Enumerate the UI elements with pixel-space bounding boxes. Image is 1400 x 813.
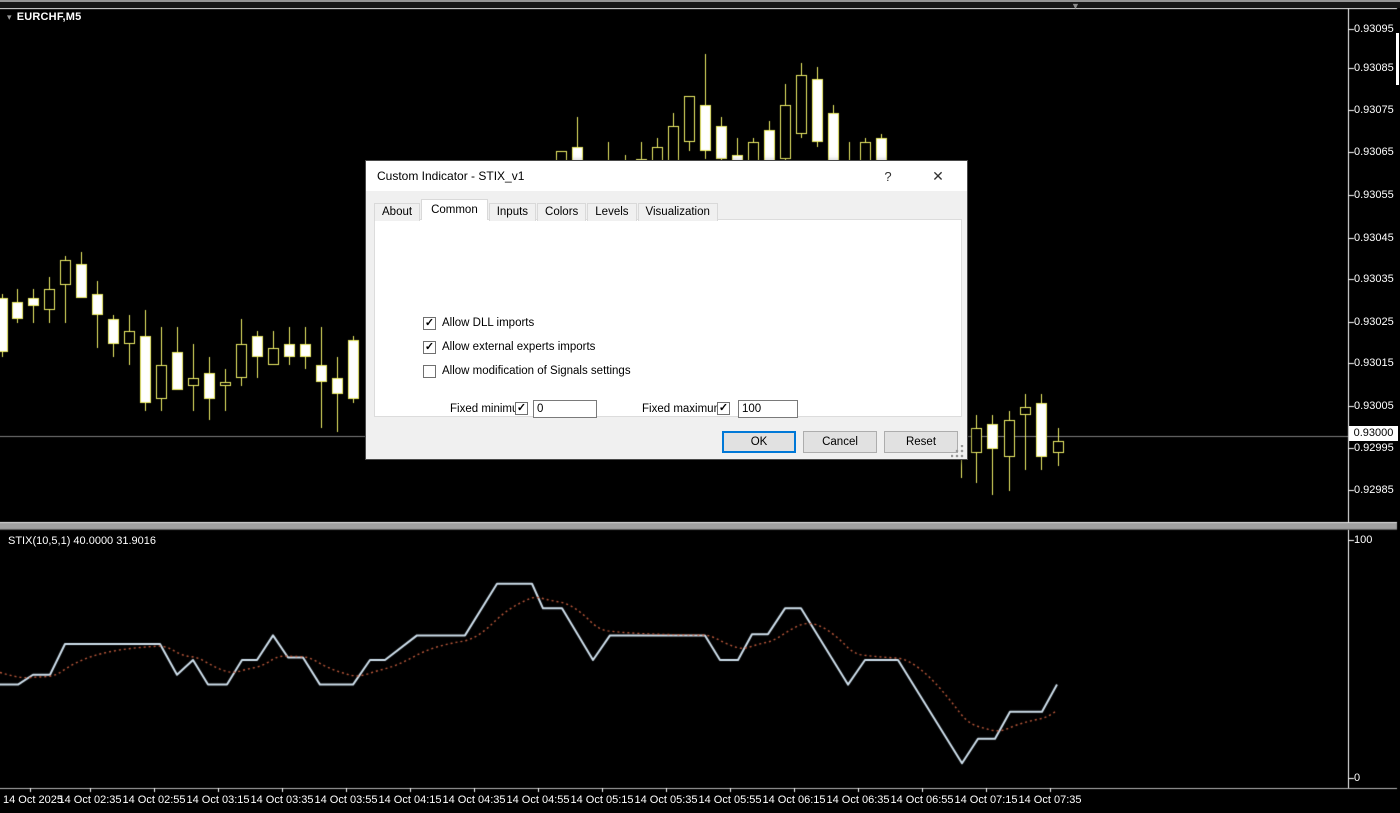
tab-about[interactable]: About <box>374 203 421 221</box>
fixed-minimum-label: Fixed minimum <box>450 403 528 415</box>
custom-indicator-dialog: Custom Indicator - STIX_v1 ? ✕ About Comm… <box>365 160 968 460</box>
time-tick-label: 14 Oct 04:35 <box>442 794 506 806</box>
price-tick-label: 0.93005 <box>1354 400 1394 412</box>
tab-visualization[interactable]: Visualization <box>637 203 718 221</box>
checkbox-row: Allow modification of Signals settings <box>423 364 631 378</box>
checkbox-row: ✓ Allow external experts imports <box>423 340 595 354</box>
price-tick-label: 0.93085 <box>1354 62 1394 74</box>
dialog-buttons: OK Cancel Reset <box>722 431 958 453</box>
time-tick-label: 14 Oct 03:15 <box>186 794 250 806</box>
time-tick-label: 14 Oct 03:55 <box>314 794 378 806</box>
time-tick-label: 14 Oct 05:15 <box>570 794 634 806</box>
indicator-tick-label: 0 <box>1354 772 1361 784</box>
time-tick-label: 14 Oct 03:35 <box>250 794 314 806</box>
price-tick-label: 0.92985 <box>1354 484 1394 496</box>
symbol-text: EURCHF,M5 <box>16 11 82 23</box>
current-price-badge: 0.93000 <box>1349 426 1398 441</box>
tab-levels[interactable]: Levels <box>587 203 637 221</box>
price-tick-label: 0.93095 <box>1354 23 1394 35</box>
tab-common[interactable]: Common <box>421 199 488 220</box>
fixed-maximum-input[interactable] <box>738 400 798 418</box>
fixed-maximum-label: Fixed maximum <box>642 403 724 415</box>
tab-inputs[interactable]: Inputs <box>488 203 537 221</box>
time-tick-label: 14 Oct 04:55 <box>506 794 570 806</box>
time-tick-label: 14 Oct 02:35 <box>58 794 122 806</box>
time-tick-label: 14 Oct 05:35 <box>634 794 698 806</box>
price-tick-label: 0.93075 <box>1354 104 1394 116</box>
time-tick-label: 14 Oct 04:15 <box>378 794 442 806</box>
tab-content-common: ✓ Allow DLL imports ✓ Allow external expert… <box>374 219 962 420</box>
checkbox[interactable]: ✓ <box>423 340 436 354</box>
time-tick-label: 14 Oct 07:15 <box>954 794 1018 806</box>
time-tick-label: 14 Oct 06:35 <box>826 794 890 806</box>
help-button[interactable]: ? <box>884 168 892 184</box>
price-tick-label: 0.93015 <box>1354 357 1394 369</box>
price-tick-label: 0.93055 <box>1354 189 1394 201</box>
dialog-tabs: About Common Inputs Colors Levels Visualizati… <box>374 199 719 221</box>
time-tick-label: 14 Oct 07:35 <box>1018 794 1082 806</box>
close-icon[interactable]: ✕ <box>932 167 944 184</box>
fixed-minimum-checkbox[interactable]: ✓ <box>515 402 528 415</box>
cancel-button[interactable]: Cancel <box>803 431 877 453</box>
price-tick-label: 0.93045 <box>1354 232 1394 244</box>
checkbox-label: Allow modification of Signals settings <box>442 365 631 377</box>
symbol-label: ▾ EURCHF,M5 <box>7 11 81 23</box>
time-tick-label: 14 Oct 02:55 <box>122 794 186 806</box>
reset-button[interactable]: Reset <box>884 431 958 453</box>
resize-grip[interactable] <box>951 445 964 458</box>
indicator-label: STIX(10,5,1) 40.0000 31.9016 <box>8 535 156 547</box>
checkbox-label: Allow DLL imports <box>442 317 535 329</box>
fixed-maximum-checkbox[interactable]: ✓ <box>717 402 730 415</box>
fixed-minimum-input[interactable] <box>533 400 597 418</box>
chart-shift-marker-icon: ▼ <box>1071 1 1080 11</box>
time-tick-label: 14 Oct 05:55 <box>698 794 762 806</box>
checkbox[interactable] <box>423 364 436 378</box>
tab-colors[interactable]: Colors <box>537 203 587 221</box>
dialog-title: Custom Indicator - STIX_v1 <box>377 169 525 183</box>
ok-button[interactable]: OK <box>722 431 796 453</box>
price-tick-label: 0.93035 <box>1354 273 1394 285</box>
window-top-edge <box>0 0 1400 8</box>
price-tick-label: 0.93025 <box>1354 316 1394 328</box>
time-tick-label: 14 Oct 06:15 <box>762 794 826 806</box>
checkbox-label: Allow external experts imports <box>442 341 596 353</box>
dialog-body: About Common Inputs Colors Levels Visualizati… <box>366 191 967 461</box>
checkbox[interactable]: ✓ <box>423 316 436 330</box>
chevron-down-icon[interactable]: ▾ <box>7 11 12 22</box>
time-tick-label: 14 Oct 06:55 <box>890 794 954 806</box>
right-edge-marker <box>1396 33 1399 85</box>
dialog-titlebar[interactable]: Custom Indicator - STIX_v1 ? ✕ <box>366 161 967 191</box>
time-tick-label: 14 Oct 2025 <box>3 794 63 806</box>
price-tick-label: 0.92995 <box>1354 442 1394 454</box>
indicator-tick-label: 100 <box>1354 534 1373 546</box>
checkbox-row: ✓ Allow DLL imports <box>423 316 534 330</box>
price-tick-label: 0.93065 <box>1354 146 1394 158</box>
fixed-scale-row: Fixed minimum ✓ Fixed maximum ✓ <box>375 400 961 420</box>
